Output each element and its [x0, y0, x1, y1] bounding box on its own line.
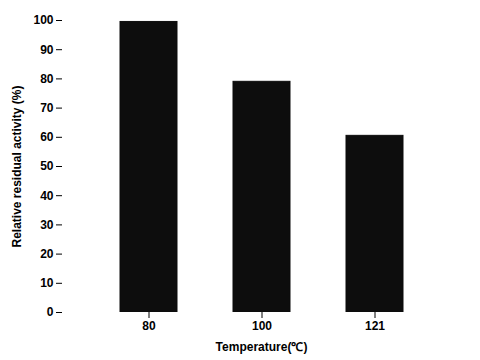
svg-text:10: 10 [40, 276, 54, 290]
svg-text:20: 20 [40, 247, 54, 261]
svg-text:80: 80 [142, 319, 156, 333]
svg-text:80: 80 [40, 72, 54, 86]
svg-text:121: 121 [365, 319, 385, 333]
svg-text:100: 100 [252, 319, 272, 333]
svg-text:100: 100 [33, 13, 53, 27]
svg-text:90: 90 [40, 43, 54, 57]
svg-text:Temperature(℃): Temperature(℃) [216, 340, 308, 354]
svg-text:30: 30 [40, 218, 54, 232]
svg-text:40: 40 [40, 189, 54, 203]
svg-text:70: 70 [40, 101, 54, 115]
svg-text:0: 0 [47, 305, 54, 319]
svg-text:Relative residual activity (%): Relative residual activity (%) [10, 85, 24, 247]
svg-text:60: 60 [40, 130, 54, 144]
svg-text:50: 50 [40, 159, 54, 173]
